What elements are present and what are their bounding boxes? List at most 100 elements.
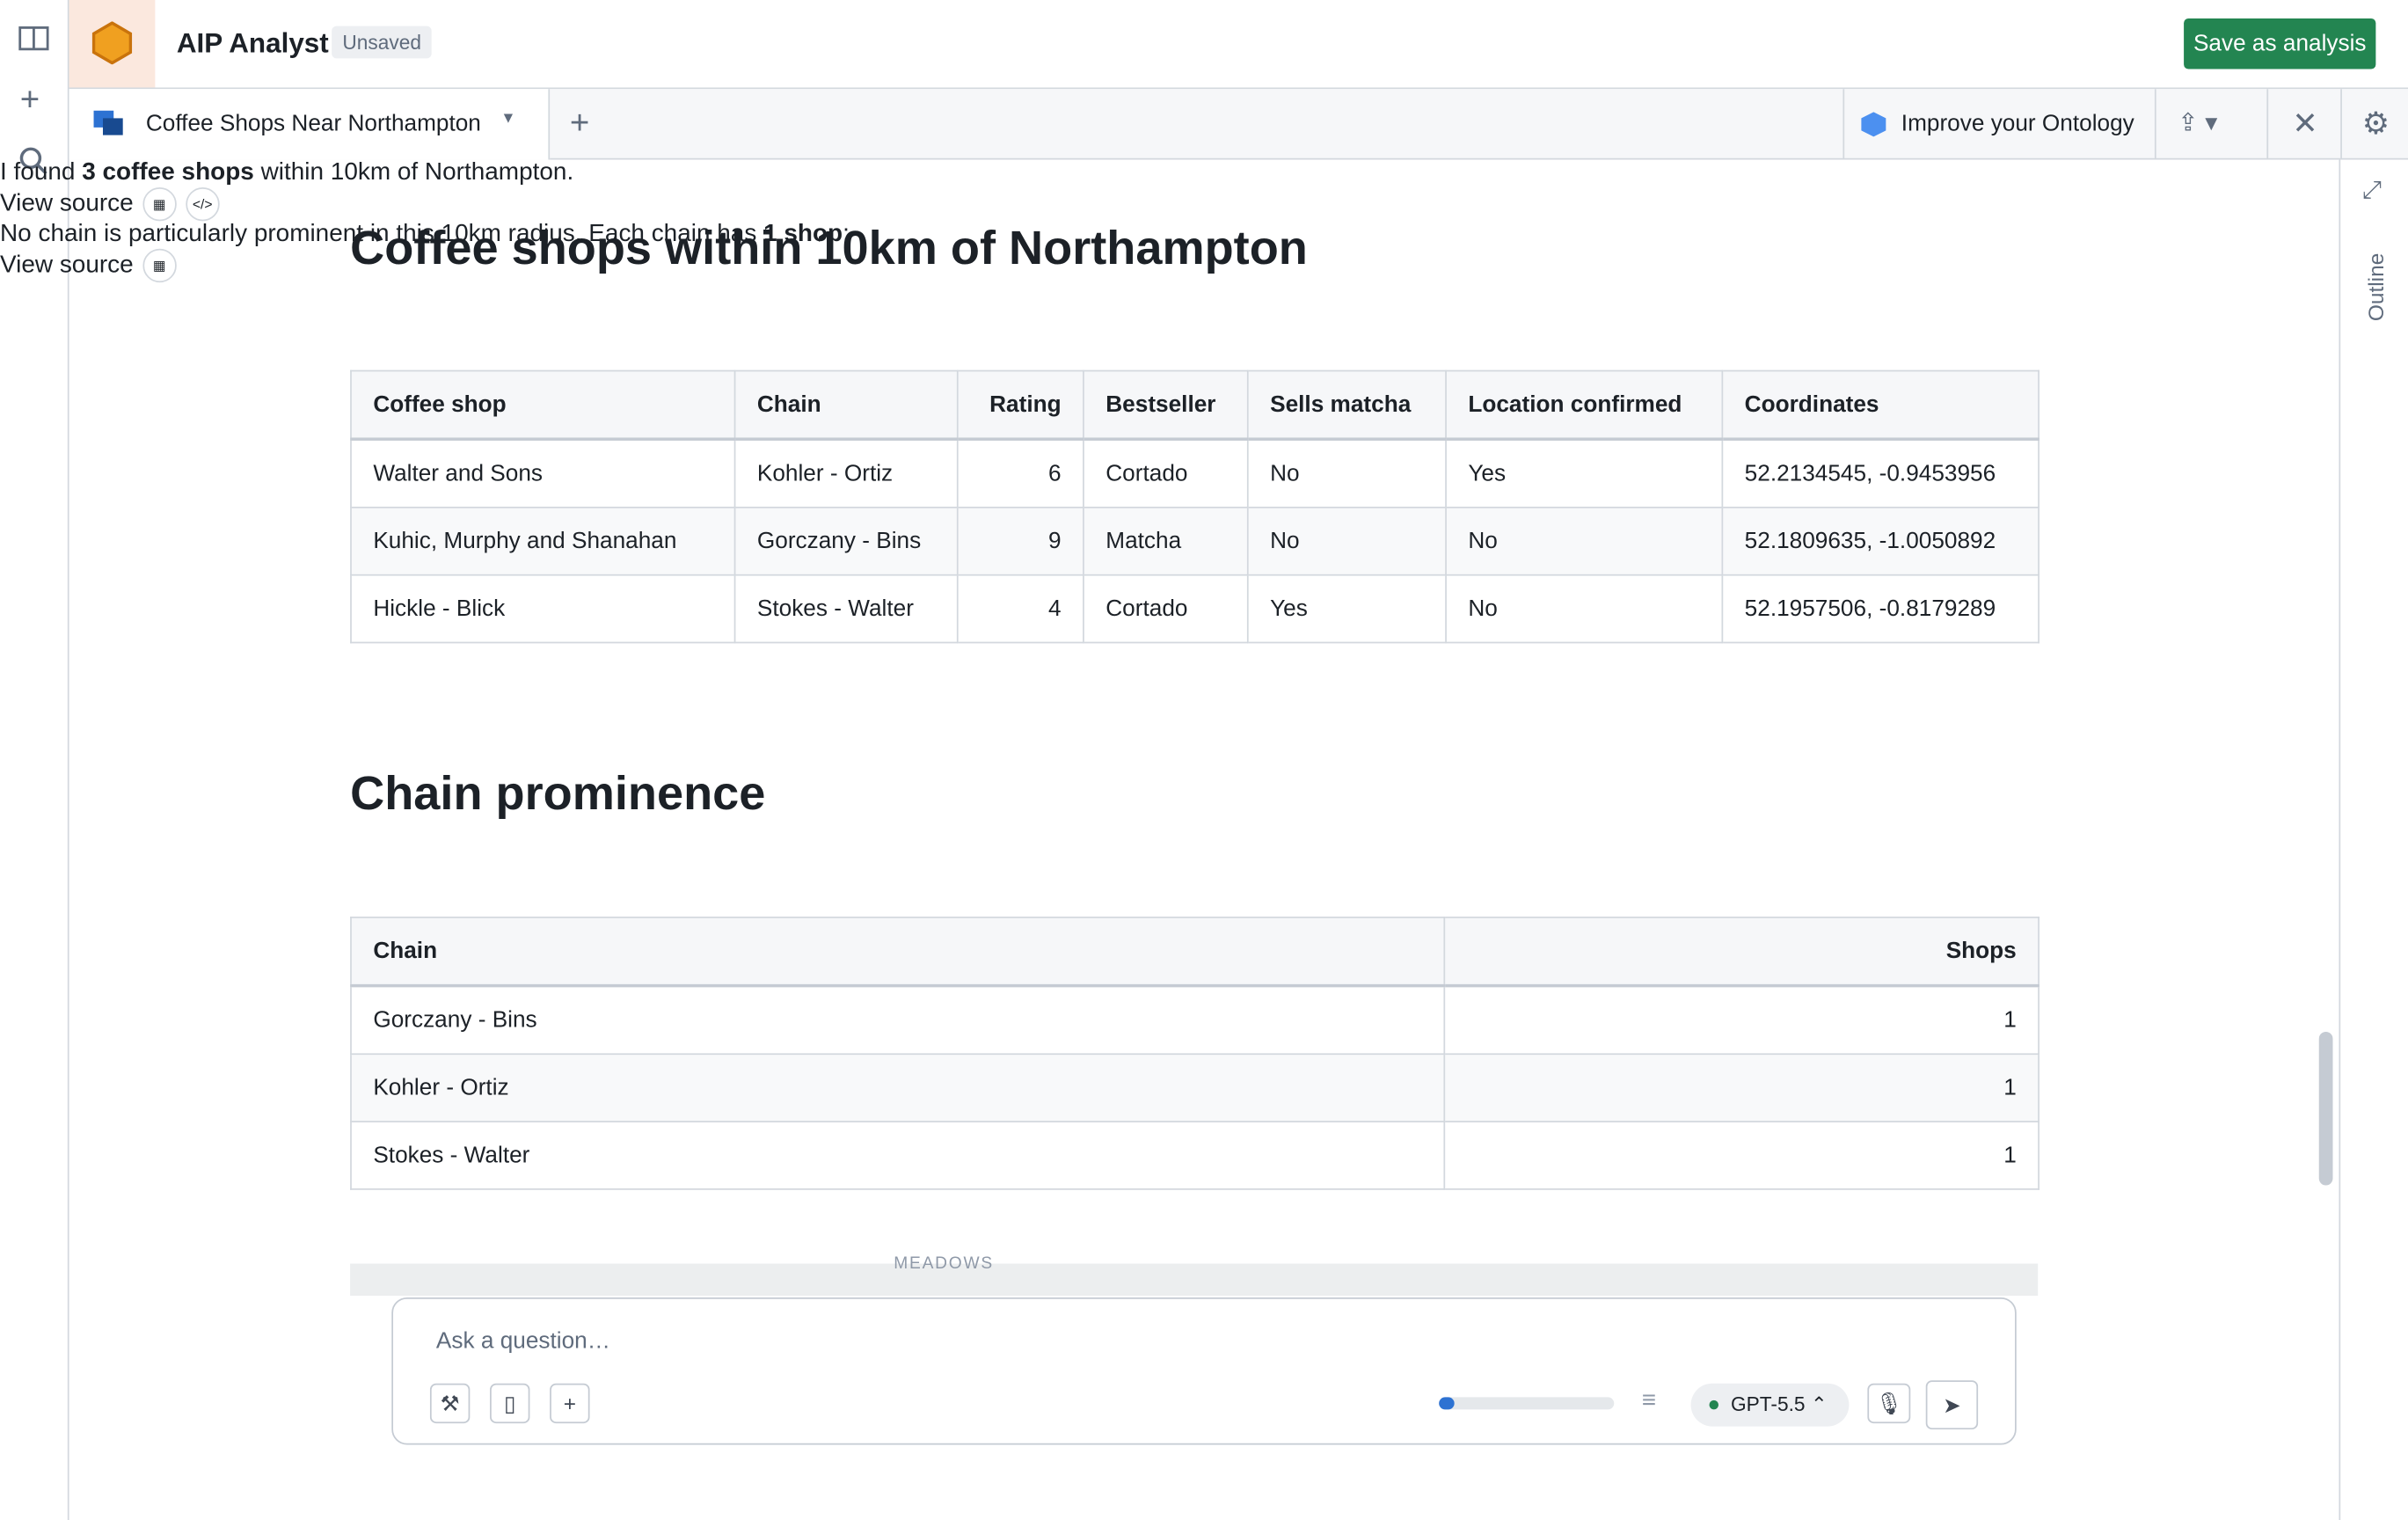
table-row: Walter and Sons Kohler - Ortiz 6 Cortado No Y… bbox=[350, 438, 2040, 508]
table-row: Hickle - Blick Stokes - Walter 4 Cortado Yes… bbox=[350, 574, 2040, 644]
text-run: No chain is particularly prominent in th… bbox=[0, 221, 764, 248]
table-cell: Walter and Sons bbox=[350, 438, 736, 508]
new-icon[interactable]: + bbox=[19, 79, 40, 119]
outline-panel: ⤢ Outline bbox=[2339, 159, 2408, 1520]
table-cell: 52.1809635, -1.0050892 bbox=[1721, 507, 2040, 576]
table-cell: 6 bbox=[956, 438, 1084, 508]
table-cell: 4 bbox=[956, 574, 1084, 644]
table-cell: No bbox=[1445, 507, 1724, 576]
table-cell: Cortado bbox=[1083, 574, 1249, 644]
add-tab[interactable]: + bbox=[569, 102, 590, 142]
text-run: within 10km of Northampton. bbox=[253, 159, 574, 186]
improve-button[interactable]: Improve your Ontology bbox=[1842, 89, 2156, 160]
table-row: Gorczany - Bins 1 bbox=[350, 984, 2040, 1056]
table-cell: 1 bbox=[1443, 1053, 2040, 1122]
column-header: Coordinates bbox=[1721, 369, 2040, 441]
text-run: : bbox=[843, 221, 850, 248]
list-icon[interactable]: ≡ bbox=[1641, 1387, 1657, 1414]
text-run: 3 coffee shops bbox=[82, 159, 254, 186]
content: MEADOWS Coffee shops within 10km of Nort… bbox=[0, 160, 2339, 1297]
table-cell: 9 bbox=[956, 507, 1084, 576]
docs-button[interactable]: ▯ bbox=[490, 1383, 530, 1424]
mic-button[interactable]: 🎙 bbox=[1867, 1383, 1911, 1424]
table-cell: 1 bbox=[1443, 984, 2040, 1056]
tools-button[interactable]: ⚒ bbox=[429, 1383, 471, 1424]
table-cell: Hickle - Blick bbox=[350, 574, 736, 644]
tab-bar: Coffee Shops Near Northampton ▼ + Improv… bbox=[69, 89, 2408, 160]
section-heading: Chain prominence bbox=[350, 766, 766, 821]
question-input[interactable]: Ask a question… bbox=[435, 1327, 610, 1355]
text-run: I found bbox=[0, 159, 83, 186]
app-title: AIP Analyst bbox=[176, 27, 329, 59]
sidebar: + bbox=[0, 0, 69, 1520]
view-source: View source ▦ </> bbox=[0, 186, 2339, 222]
table-cell: No bbox=[1246, 438, 1447, 508]
header-row: Chain Shops bbox=[350, 917, 2040, 988]
table-cell: Yes bbox=[1246, 574, 1447, 644]
logo bbox=[69, 0, 156, 88]
model-picker[interactable]: GPT-5.5 ⌃ bbox=[1690, 1383, 1850, 1427]
table-row: Kohler - Ortiz 1 bbox=[350, 1053, 2040, 1122]
column-header: Chain bbox=[733, 369, 959, 441]
table-cell: No bbox=[1445, 574, 1724, 644]
column-header: Location confirmed bbox=[1445, 369, 1724, 441]
table-cell: 52.1957506, -0.8179289 bbox=[1721, 574, 2040, 644]
column-header: Sells matcha bbox=[1246, 369, 1447, 441]
table-cell: No bbox=[1246, 507, 1447, 576]
table-cell: Stokes - Walter bbox=[733, 574, 959, 644]
view-source-link[interactable]: View source bbox=[0, 190, 134, 217]
tab-title: Coffee Shops Near Northampton bbox=[145, 110, 481, 137]
model-name: GPT-5.5 bbox=[1730, 1392, 1806, 1416]
paragraph: I found 3 coffee shops within 10km of No… bbox=[0, 160, 2339, 187]
table-cell: Gorczany - Bins bbox=[350, 984, 1446, 1056]
table-cell: Gorczany - Bins bbox=[733, 507, 959, 576]
map-label: MEADOWS bbox=[894, 1254, 994, 1274]
scrollbar[interactable] bbox=[2318, 1031, 2333, 1186]
table-cell: Yes bbox=[1445, 438, 1724, 508]
settings-button[interactable]: ⚙ bbox=[2340, 89, 2408, 160]
table-cell: Kohler - Ortiz bbox=[350, 1053, 1446, 1122]
table-cell: 1 bbox=[1443, 1121, 2040, 1190]
calc-icon[interactable]: ▦ bbox=[142, 248, 177, 283]
table-cell: Stokes - Walter bbox=[350, 1121, 1446, 1190]
table-cell: Cortado bbox=[1083, 438, 1249, 508]
map[interactable]: MEADOWS bbox=[350, 1254, 2039, 1297]
status-badge: Unsaved bbox=[332, 26, 433, 59]
column-header: Chain bbox=[350, 917, 1446, 988]
paragraph: No chain is particularly prominent in th… bbox=[0, 221, 2339, 248]
panel-icon[interactable] bbox=[18, 26, 49, 51]
table-cell: Kohler - Ortiz bbox=[733, 438, 959, 508]
table-cell: Matcha bbox=[1083, 507, 1249, 576]
column-header: Bestseller bbox=[1083, 369, 1249, 441]
improve-label: Improve your Ontology bbox=[1901, 110, 2134, 137]
view-source: View source ▦ bbox=[0, 248, 2339, 283]
table-row: Kuhic, Murphy and Shanahan Gorczany - Bin… bbox=[350, 507, 2040, 576]
table-cell: Kuhic, Murphy and Shanahan bbox=[350, 507, 736, 576]
section-heading: Coffee shops within 10km of Northampton bbox=[350, 221, 1308, 275]
calc-icon[interactable]: ▦ bbox=[142, 186, 177, 222]
send-button[interactable]: ➤ bbox=[1925, 1380, 1979, 1430]
composer: Ask a question… ⚒ ▯ + ≡ GPT-5.5 ⌃ 🎙 ➤ bbox=[391, 1297, 2017, 1445]
text-run: 1 shop bbox=[763, 221, 843, 248]
expand-icon[interactable]: ⤢ bbox=[2361, 178, 2382, 205]
table-row: Stokes - Walter 1 bbox=[350, 1121, 2040, 1190]
tab[interactable]: Coffee Shops Near Northampton ▼ bbox=[69, 89, 551, 160]
collapse-button[interactable]: ✕ bbox=[2266, 89, 2342, 160]
view-source-link[interactable]: View source bbox=[0, 252, 134, 279]
column-header: Coffee shop bbox=[350, 369, 736, 441]
column-header: Rating bbox=[956, 369, 1084, 441]
context-meter bbox=[1439, 1397, 1615, 1410]
add-button[interactable]: + bbox=[550, 1383, 590, 1424]
data-table: Coffee shop Chain Rating Bestseller Sells ma… bbox=[350, 369, 2040, 644]
save-button[interactable]: Save as analysis bbox=[2184, 18, 2376, 69]
top-bar: AIP Analyst Unsaved Save as analysis bbox=[69, 0, 2408, 90]
outline-label[interactable]: Outline bbox=[2363, 252, 2389, 322]
data-table: Chain Shops Gorczany - Bins 1 Kohler - Ortiz… bbox=[350, 917, 2040, 1190]
code-icon[interactable]: </> bbox=[186, 186, 220, 222]
table-cell: 52.2134545, -0.9453956 bbox=[1721, 438, 2040, 508]
export-button[interactable]: ⇪ ▾ bbox=[2154, 89, 2268, 160]
column-header: Shops bbox=[1443, 917, 2040, 988]
search-icon[interactable] bbox=[18, 146, 49, 177]
